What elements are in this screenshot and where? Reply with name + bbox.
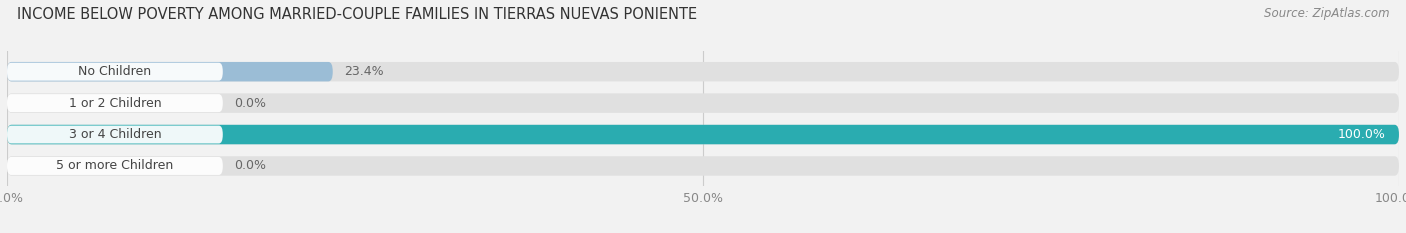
Text: 0.0%: 0.0% [233,159,266,172]
Text: 0.0%: 0.0% [233,97,266,110]
FancyBboxPatch shape [7,63,222,81]
FancyBboxPatch shape [7,125,1399,144]
FancyBboxPatch shape [7,62,333,81]
FancyBboxPatch shape [7,94,222,112]
FancyBboxPatch shape [7,62,1399,81]
Text: Source: ZipAtlas.com: Source: ZipAtlas.com [1264,7,1389,20]
Text: 3 or 4 Children: 3 or 4 Children [69,128,162,141]
FancyBboxPatch shape [7,156,1399,176]
FancyBboxPatch shape [7,157,222,175]
Text: INCOME BELOW POVERTY AMONG MARRIED-COUPLE FAMILIES IN TIERRAS NUEVAS PONIENTE: INCOME BELOW POVERTY AMONG MARRIED-COUPL… [17,7,697,22]
Text: 100.0%: 100.0% [1337,128,1385,141]
FancyBboxPatch shape [7,125,1399,144]
Text: No Children: No Children [79,65,152,78]
Text: 1 or 2 Children: 1 or 2 Children [69,97,162,110]
FancyBboxPatch shape [7,93,1399,113]
Text: 5 or more Children: 5 or more Children [56,159,173,172]
Text: 23.4%: 23.4% [344,65,384,78]
FancyBboxPatch shape [7,126,222,144]
